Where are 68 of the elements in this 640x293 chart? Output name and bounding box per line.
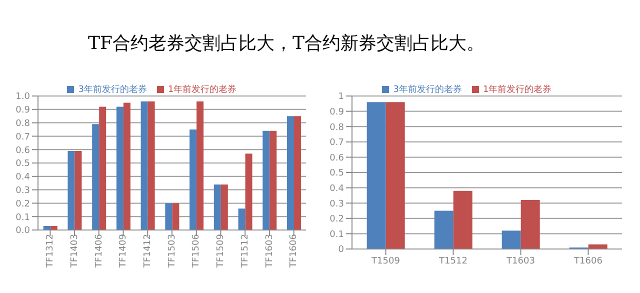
y-tick-label: 0.2 xyxy=(16,199,30,210)
x-tick-label: TF1509 xyxy=(216,234,226,269)
bar xyxy=(68,150,75,230)
bar xyxy=(140,101,148,230)
bar xyxy=(238,208,246,230)
bar xyxy=(294,116,301,230)
bar xyxy=(502,230,521,249)
bar xyxy=(196,101,204,230)
y-tick-label: 0.6 xyxy=(330,153,344,164)
x-tick-label: TF1603 xyxy=(264,234,275,269)
y-tick-label: 0.8 xyxy=(330,122,344,133)
x-tick-label: T1509 xyxy=(370,256,400,266)
x-tick-label: TF1406 xyxy=(94,234,104,269)
legend-label: 1年前发行的老券 xyxy=(483,85,552,95)
bar xyxy=(190,130,197,230)
bar xyxy=(148,101,155,230)
bar xyxy=(245,154,252,230)
bar xyxy=(434,210,454,249)
bar xyxy=(520,200,540,249)
y-tick-label: 0.3 xyxy=(330,199,344,210)
x-tick-label: TF1403 xyxy=(70,234,80,269)
y-tick-label: 0.9 xyxy=(330,107,344,118)
bar xyxy=(116,106,124,230)
y-tick-label: 0.7 xyxy=(330,138,344,148)
x-tick-label: TF1312 xyxy=(46,234,56,269)
legend-label: 3年前发行的老券 xyxy=(393,85,462,95)
bar xyxy=(123,102,130,230)
x-tick-label: T1512 xyxy=(438,256,468,266)
chart-title: TF合约老券交割占比大，T合约新券交割占比大。 xyxy=(87,32,486,56)
legend-label: 3年前发行的老券 xyxy=(78,85,147,95)
y-tick-label: 0.1 xyxy=(330,230,344,240)
y-tick-label: 0.4 xyxy=(16,172,30,183)
bar xyxy=(286,116,294,230)
bar xyxy=(220,184,228,230)
x-tick-label: TF1409 xyxy=(118,234,129,269)
y-tick-label: 0.4 xyxy=(330,184,344,194)
y-tick-label: 0.3 xyxy=(16,186,30,196)
legend-label: 1年前发行的老券 xyxy=(168,85,237,95)
y-tick-label: 0.7 xyxy=(16,132,30,142)
y-tick-label: 0.8 xyxy=(16,118,30,129)
x-tick-label: TF1412 xyxy=(143,234,154,269)
y-tick-label: 0.6 xyxy=(16,146,30,156)
x-tick-label: TF1506 xyxy=(192,234,202,269)
bar xyxy=(92,124,100,230)
y-tick-label: 0 xyxy=(338,245,344,256)
y-tick-label: 1 xyxy=(338,92,344,102)
x-tick-label: TF1512 xyxy=(240,234,250,269)
y-tick-label: 0.1 xyxy=(16,212,30,223)
y-tick-label: 0.5 xyxy=(330,168,344,179)
x-tick-label: TF1503 xyxy=(167,234,178,269)
x-tick-label: TF1606 xyxy=(289,234,300,269)
bar xyxy=(270,130,277,230)
y-tick-label: 0.0 xyxy=(16,226,30,236)
bar xyxy=(74,150,82,230)
y-tick-label: 0.5 xyxy=(16,159,30,170)
bar xyxy=(99,106,106,230)
x-tick-label: T1606 xyxy=(573,256,603,266)
bar xyxy=(366,102,386,249)
bar xyxy=(262,130,270,230)
bar xyxy=(214,184,221,230)
bar xyxy=(453,190,472,249)
bar xyxy=(386,102,405,249)
bar xyxy=(165,203,172,230)
y-tick-label: 1.0 xyxy=(16,92,30,102)
y-tick-label: 0.2 xyxy=(330,214,344,225)
x-tick-label: T1603 xyxy=(506,256,535,266)
bar xyxy=(172,203,180,230)
y-tick-label: 0.9 xyxy=(16,106,30,116)
